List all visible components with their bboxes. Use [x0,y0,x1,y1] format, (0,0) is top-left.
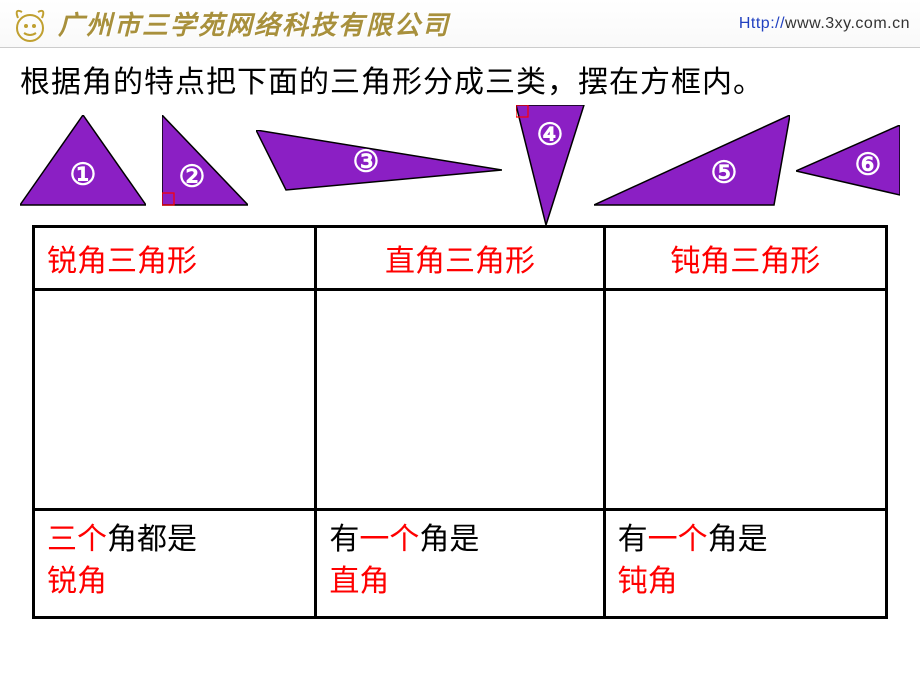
instruction-text: 根据角的特点把下面的三角形分成三类，摆在方框内。 [20,63,900,102]
category-table: 锐角三角形 直角三角形 钝角三角形 三个角都是锐角 有一个角是直角 有一个角是钝… [32,225,888,619]
url-prefix: Http:// [739,15,785,32]
page-header: 广州市三学苑网络科技有限公司 Http://www.3xy.com.cn [0,0,920,48]
triangle-2: ② [162,115,248,215]
table-header-row: 锐角三角形 直角三角形 钝角三角形 [34,227,887,290]
table-desc-row: 三个角都是锐角 有一个角是直角 有一个角是钝角 [34,510,887,618]
drop-obtuse[interactable] [604,290,886,510]
desc-acute: 三个角都是锐角 [34,510,316,618]
desc-obtuse: 有一个角是钝角 [604,510,886,618]
drop-right[interactable] [316,290,604,510]
logo-icon [10,4,50,44]
triangle-3: ③ [256,130,502,200]
url-main: www.3xy.com.cn [785,15,910,32]
triangles-row: ① ② ③ ④ ⑤ [20,110,900,220]
desc-right: 有一个角是直角 [316,510,604,618]
triangle-2-label: ② [179,160,206,195]
triangle-3-label: ③ [353,145,380,180]
table-drop-row [34,290,887,510]
triangle-5-label: ⑤ [711,156,738,191]
company-name: 广州市三学苑网络科技有限公司 [58,5,450,42]
triangle-4-label: ④ [537,118,564,153]
triangle-1-label: ① [70,158,97,193]
header-right: 直角三角形 [316,227,604,290]
slide-content: 根据角的特点把下面的三角形分成三类，摆在方框内。 ① ② ③ ④ [0,48,920,629]
triangle-1: ① [20,115,146,215]
header-acute: 锐角三角形 [34,227,316,290]
triangle-4: ④ [516,105,600,225]
triangle-6: ⑥ [796,125,900,205]
triangle-5: ⑤ [594,115,790,215]
drop-acute[interactable] [34,290,316,510]
header-obtuse: 钝角三角形 [604,227,886,290]
website-url: Http://www.3xy.com.cn [739,15,910,33]
triangle-6-label: ⑥ [855,148,882,183]
logo-area: 广州市三学苑网络科技有限公司 [10,4,450,44]
